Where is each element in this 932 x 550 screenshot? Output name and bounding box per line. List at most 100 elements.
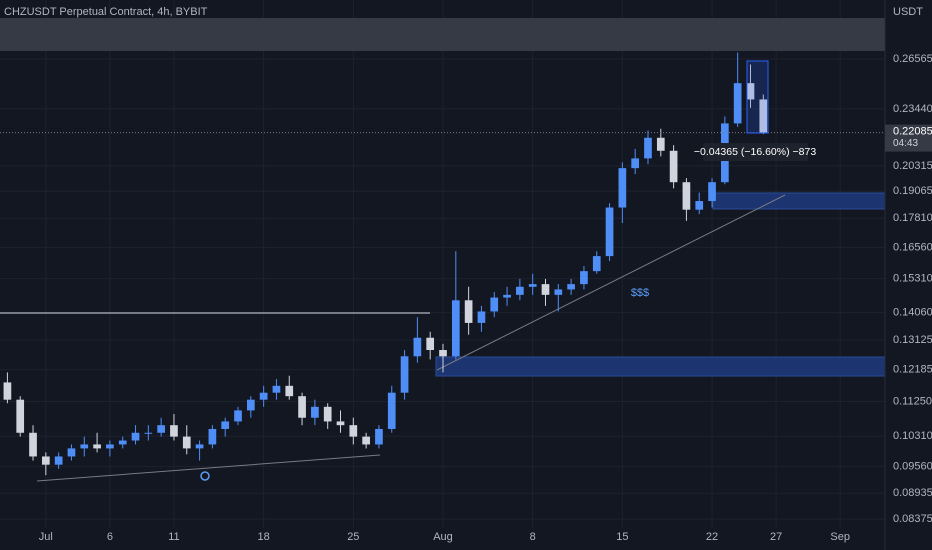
y-tick-label: 0.08375 (893, 513, 932, 525)
candle-body (323, 406, 332, 422)
candle-body (195, 444, 204, 449)
measure-box (746, 60, 769, 134)
candle-body (208, 428, 217, 445)
x-tick-label: 11 (168, 531, 179, 543)
candle-body (144, 432, 153, 434)
candle-body (733, 83, 742, 124)
y-tick-label: 0.12185 (893, 364, 932, 376)
candle-body (503, 294, 511, 298)
resistance-zone (0, 18, 885, 51)
x-tick-label: 6 (107, 531, 113, 543)
candle-body (272, 385, 281, 393)
candle-body (375, 428, 383, 445)
candle-body (477, 311, 486, 323)
candle-body (439, 350, 447, 357)
y-tick-label: 0.17810 (893, 212, 932, 224)
candle-body (131, 432, 140, 441)
candle-body (67, 448, 76, 457)
chart-title: CHZUSDT Perpetual Contract, 4h, BYBIT (4, 6, 208, 18)
candle-body (708, 182, 716, 202)
last-price-label: 0.22085 (893, 125, 932, 137)
candle-body (387, 392, 396, 429)
candle-body (41, 456, 50, 465)
candle-body (362, 436, 370, 445)
grid (0, 0, 885, 528)
candle-body (170, 425, 178, 437)
y-tick-label: 0.14060 (893, 306, 932, 318)
candle-body (554, 289, 563, 295)
x-tick-label: 25 (347, 531, 359, 543)
candle-body (451, 300, 460, 357)
demand-zone (712, 192, 886, 210)
candle-body (567, 284, 575, 290)
eye-icon (200, 471, 210, 481)
liquidity-label: $$$ (631, 287, 649, 299)
candle-body (605, 207, 614, 257)
candle-body (682, 182, 691, 210)
x-tick-label: 22 (706, 531, 718, 543)
y-tick-label: 0.13125 (893, 334, 932, 346)
candle-body (118, 440, 127, 445)
candle-body (669, 150, 678, 183)
trend-line (36, 454, 381, 482)
candle-body (656, 137, 665, 151)
candles (0, 52, 885, 476)
candle-body (464, 300, 473, 323)
candle-body (490, 297, 499, 312)
measure-label: −0.04365 (−16.60%) −873 (694, 146, 816, 158)
y-tick-label: 0.20315 (893, 160, 932, 172)
candle-body (93, 444, 101, 449)
candle-body (695, 201, 704, 210)
candle-body (246, 399, 255, 411)
candle-body (29, 432, 37, 457)
candle-body (644, 137, 652, 159)
candle-body (16, 399, 25, 433)
candle-body (528, 284, 537, 287)
candle-body (106, 444, 114, 449)
candle-body (3, 382, 12, 400)
candle-body (516, 286, 524, 295)
candle-body (541, 284, 550, 295)
candle-body (349, 425, 358, 437)
y-tick-label: 0.10310 (893, 430, 932, 442)
candle-body (80, 444, 89, 449)
candle-body (298, 396, 306, 418)
y-tick-label: 0.16560 (893, 241, 932, 253)
candle-body (182, 436, 191, 449)
y-tick-label: 0.08935 (893, 487, 932, 499)
candle-body (400, 356, 409, 393)
x-tick-label: 27 (770, 531, 782, 543)
countdown-label: 04:43 (893, 138, 918, 149)
demand-zone (435, 356, 886, 377)
x-tick-label: Sep (830, 531, 850, 543)
candle-body (311, 406, 319, 418)
measure-label-box (703, 143, 808, 161)
candle-body (234, 410, 242, 422)
y-tick-label: 0.26565 (893, 53, 932, 65)
y-tick-label: 0.09560 (893, 460, 932, 472)
candle-body (157, 425, 165, 433)
x-tick-label: Jul (39, 531, 53, 543)
candle-body (336, 421, 345, 426)
axis: 0.26565 0.23440 0.20315 0.19065 0.17810 0.165… (39, 53, 932, 543)
candle-body (54, 456, 63, 465)
candle-body (631, 158, 640, 169)
candle-body (221, 421, 230, 429)
candle-body (413, 337, 422, 357)
trend-line (436, 194, 786, 371)
candle-body (580, 271, 588, 285)
y-axis-label: USDT (893, 6, 923, 18)
candle-body (285, 385, 294, 397)
x-tick-label: 15 (616, 531, 628, 543)
x-tick-label: Aug (433, 531, 453, 543)
last-price-box (885, 124, 932, 152)
candle-body (759, 99, 768, 133)
x-tick-label: 8 (530, 531, 536, 543)
y-tick-label: 0.19065 (893, 185, 932, 197)
y-tick-label: 0.15310 (893, 273, 932, 285)
candle-body (592, 256, 601, 272)
candle-body (259, 392, 268, 400)
